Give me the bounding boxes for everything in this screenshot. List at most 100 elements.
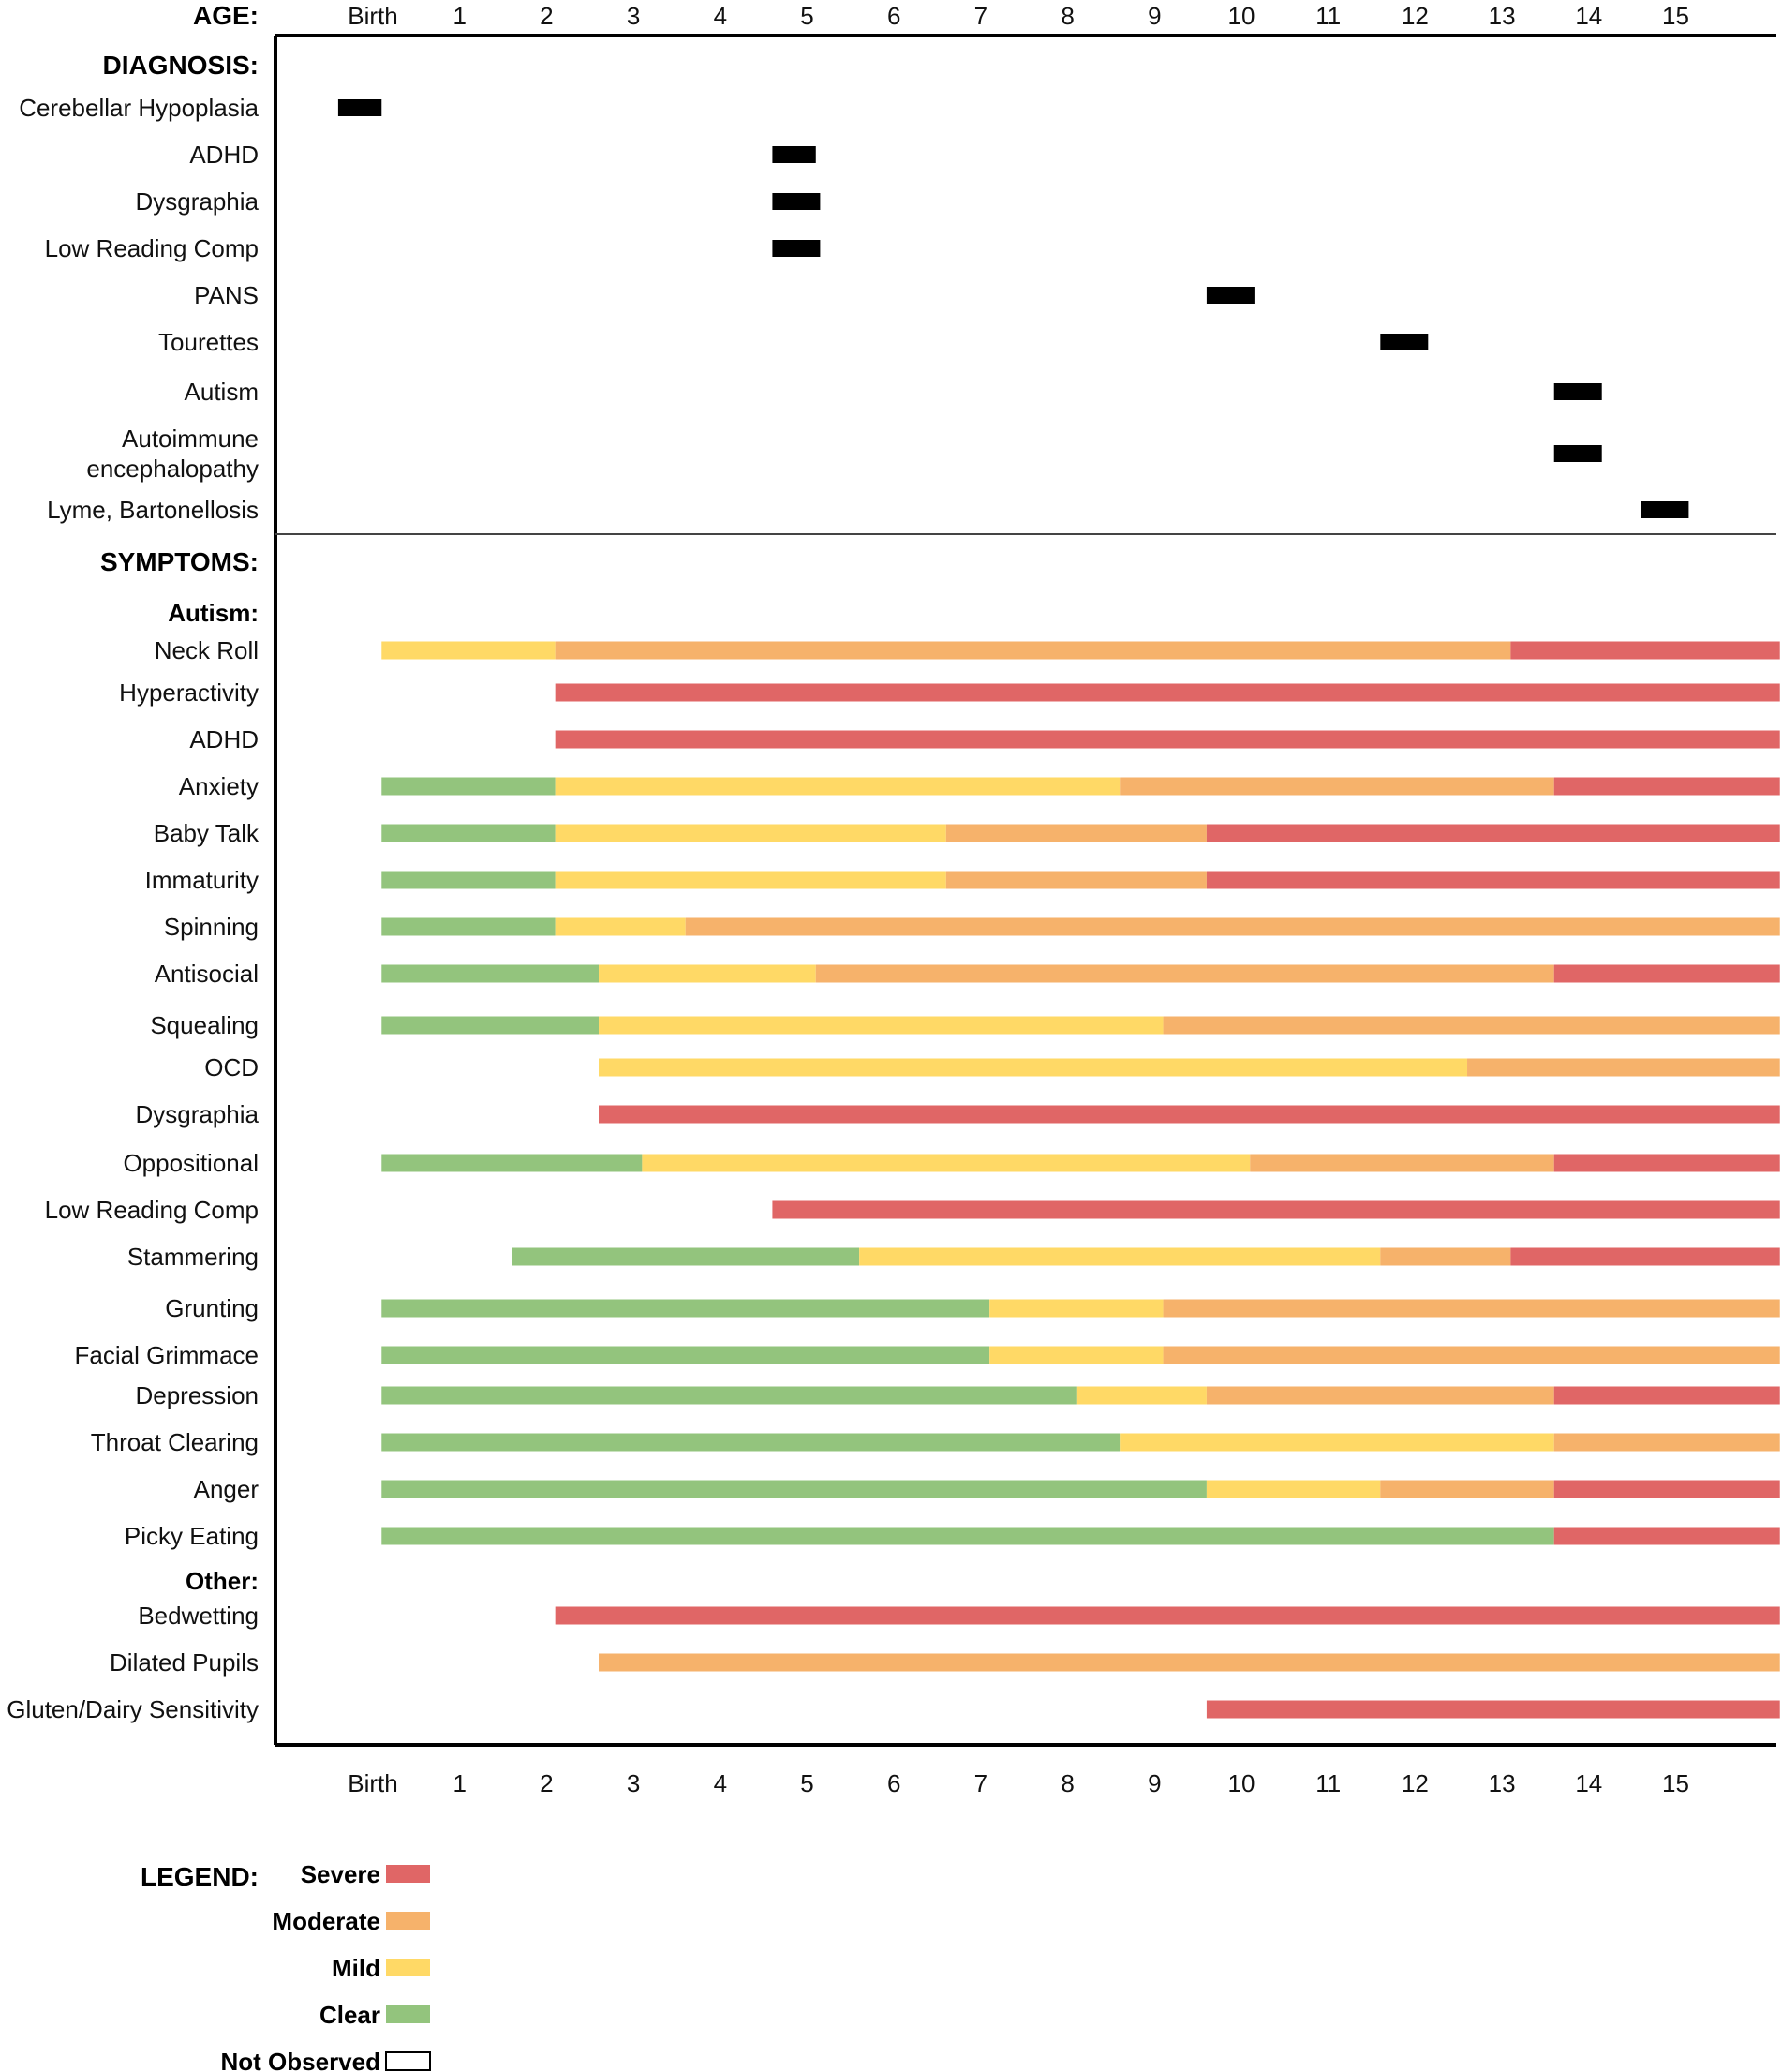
- symptom-autism-grunting-segment-1-clear: [381, 1299, 990, 1318]
- diagnosis-bar-autism: [1553, 383, 1602, 400]
- symptom-autism-low-reading-comp-segment-1-severe: [772, 1200, 1780, 1219]
- x-tick-bottom-13: 13: [1489, 1769, 1516, 1797]
- symptom-autism-hyperactivity-label: Hyperactivity: [119, 678, 259, 707]
- diagnosis-label-adhd: ADHD: [189, 141, 259, 169]
- x-tick-top-8: 8: [1061, 2, 1074, 30]
- symptom-autism-anxiety-segment-2-mild: [555, 777, 1121, 796]
- symptom-autism-anger-label: Anger: [194, 1475, 260, 1503]
- symptom-autism-immaturity-segment-3-moderate: [945, 871, 1207, 889]
- symptom-autism-neck-roll-label: Neck Roll: [155, 636, 259, 664]
- symptom-autism-immaturity-segment-2-mild: [555, 871, 946, 889]
- diagnosis-label-tourettes: Tourettes: [158, 328, 259, 356]
- x-tick-top-10: 10: [1228, 2, 1255, 30]
- symptom-autism-stammering-segment-4-severe: [1510, 1247, 1780, 1266]
- symptom-autism-antisocial-segment-1-clear: [381, 964, 600, 983]
- symptom-autism-squealing-segment-2-mild: [599, 1016, 1164, 1035]
- symptom-autism-neck-roll-segment-1-mild: [381, 641, 556, 660]
- symptom-autism-baby-talk-segment-2-mild: [555, 824, 946, 842]
- diagnosis-bar-low-reading-comp: [772, 240, 821, 257]
- symptom-autism-depression-segment-4-severe: [1553, 1386, 1780, 1405]
- symptom-autism-depression-segment-1-clear: [381, 1386, 1077, 1405]
- symptom-autism-baby-talk-label: Baby Talk: [154, 819, 260, 847]
- diagnosis-label-autism: Autism: [185, 378, 259, 406]
- symptom-autism-picky-eating-label: Picky Eating: [125, 1522, 259, 1550]
- symptom-autism-spinning-segment-3-moderate: [685, 917, 1780, 936]
- symptom-other-dilated-pupils-segment-1-moderate: [599, 1653, 1780, 1672]
- symptom-autism-facial-grimmace-segment-1-clear: [381, 1346, 990, 1364]
- diagnosis-label-pans: PANS: [194, 281, 259, 309]
- symptom-autism-stammering-label: Stammering: [127, 1243, 259, 1271]
- symptom-autism-oppositional-segment-3-moderate: [1250, 1154, 1554, 1172]
- legend-swatch-clear: [386, 2005, 430, 2023]
- diagnosis-bar-autoimmune-encephalopathy: [1553, 445, 1602, 462]
- symptom-autism-picky-eating-segment-1-clear: [381, 1527, 1554, 1545]
- x-tick-top-9: 9: [1148, 2, 1161, 30]
- symptom-autism-picky-eating-segment-2-severe: [1553, 1527, 1780, 1545]
- symptom-autism-dysgraphia-label: Dysgraphia: [135, 1100, 259, 1128]
- symptom-autism-throat-clearing-label: Throat Clearing: [91, 1428, 259, 1456]
- diagnosis-label-autoimmune-encephalopathy-line2: encephalopathy: [86, 455, 259, 483]
- x-tick-bottom-2: 2: [540, 1769, 553, 1797]
- symptom-other-bedwetting-label: Bedwetting: [138, 1602, 259, 1630]
- x-tick-top-15: 15: [1662, 2, 1689, 30]
- symptom-other-dilated-pupils-label: Dilated Pupils: [110, 1648, 259, 1677]
- symptom-autism-ocd-segment-2-moderate: [1467, 1058, 1780, 1077]
- x-tick-top-3: 3: [627, 2, 640, 30]
- symptom-autism-stammering-segment-2-mild: [859, 1247, 1381, 1266]
- legend-label-moderate: Moderate: [272, 1907, 380, 1935]
- symptom-other-bedwetting-segment-1-severe: [555, 1606, 1780, 1625]
- legend-swatch-mild: [386, 1959, 430, 1976]
- x-tick-top-birth: Birth: [348, 2, 397, 30]
- symptom-autism-oppositional-segment-1-clear: [381, 1154, 643, 1172]
- symptom-autism-immaturity-label: Immaturity: [145, 866, 259, 894]
- diagnosis-label-low-reading-comp: Low Reading Comp: [45, 234, 259, 262]
- symptom-autism-squealing-segment-3-moderate: [1163, 1016, 1780, 1035]
- symptom-autism-baby-talk-segment-3-moderate: [945, 824, 1207, 842]
- symptom-autism-oppositional-segment-2-mild: [642, 1154, 1251, 1172]
- symptom-autism-antisocial-segment-2-mild: [599, 964, 816, 983]
- symptom-autism-stammering-segment-3-moderate: [1380, 1247, 1511, 1266]
- x-tick-top-11: 11: [1315, 2, 1341, 30]
- symptom-autism-anxiety-segment-3-moderate: [1120, 777, 1554, 796]
- x-tick-bottom-11: 11: [1315, 1769, 1341, 1797]
- symptom-autism-facial-grimmace-segment-2-mild: [989, 1346, 1164, 1364]
- x-tick-bottom-6: 6: [887, 1769, 900, 1797]
- legend-label-severe: Severe: [301, 1860, 380, 1888]
- x-tick-top-5: 5: [800, 2, 813, 30]
- symptom-autism-antisocial-segment-4-severe: [1553, 964, 1780, 983]
- x-tick-bottom-3: 3: [627, 1769, 640, 1797]
- symptom-autism-depression-label: Depression: [135, 1381, 259, 1409]
- x-tick-bottom-birth: Birth: [348, 1769, 397, 1797]
- diagnosis-label-lyme-bartonellosis: Lyme, Bartonellosis: [47, 496, 259, 524]
- symptom-autism-anger-segment-2-mild: [1206, 1480, 1381, 1498]
- diagnosis-bar-pans: [1206, 287, 1255, 304]
- diagnosis-label-cerebellar-hypoplasia: Cerebellar Hypoplasia: [19, 94, 259, 122]
- symptom-autism-grunting-label: Grunting: [165, 1294, 259, 1322]
- symptom-autism-oppositional-segment-4-severe: [1553, 1154, 1780, 1172]
- x-tick-top-2: 2: [540, 2, 553, 30]
- diagnosis-bar-dysgraphia: [772, 193, 821, 210]
- x-tick-top-1: 1: [453, 2, 466, 30]
- symptom-autism-spinning-label: Spinning: [164, 913, 259, 941]
- symptom-autism-grunting-segment-2-mild: [989, 1299, 1164, 1318]
- x-tick-bottom-14: 14: [1575, 1769, 1602, 1797]
- symptom-autism-hyperactivity-segment-1-severe: [555, 683, 1780, 702]
- symptom-autism-neck-roll-segment-3-severe: [1510, 641, 1780, 660]
- x-tick-top-13: 13: [1489, 2, 1516, 30]
- legend-label-not-observed: Not Observed: [221, 2048, 381, 2072]
- symptom-autism-anxiety-segment-4-severe: [1553, 777, 1780, 796]
- symptom-autism-squealing-label: Squealing: [150, 1011, 259, 1039]
- x-tick-top-12: 12: [1402, 2, 1429, 30]
- diagnosis-bar-lyme-bartonellosis: [1641, 501, 1689, 518]
- legend-title: LEGEND:: [141, 1862, 259, 1891]
- legend-swatch-not-observed: [385, 2051, 431, 2071]
- symptom-group-autism: Autism:: [168, 599, 259, 627]
- x-tick-bottom-12: 12: [1402, 1769, 1429, 1797]
- symptoms-header: SYMPTOMS:: [100, 547, 259, 576]
- symptom-group-other: Other:: [186, 1567, 259, 1595]
- diagnosis-bar-tourettes: [1380, 334, 1429, 350]
- diagnosis-header: DIAGNOSIS:: [103, 51, 259, 80]
- symptom-autism-antisocial-segment-3-moderate: [815, 964, 1554, 983]
- symptom-autism-spinning-segment-1-clear: [381, 917, 556, 936]
